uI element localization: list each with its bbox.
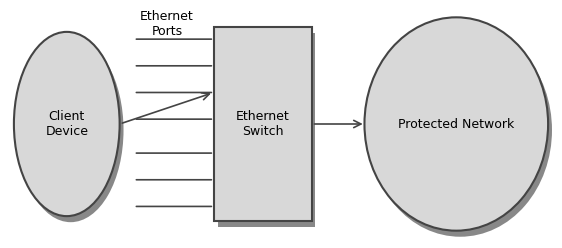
Text: Ethernet
Switch: Ethernet Switch <box>236 110 290 138</box>
Ellipse shape <box>14 32 120 216</box>
Bar <box>214 27 311 221</box>
Ellipse shape <box>365 17 548 231</box>
Ellipse shape <box>368 23 552 237</box>
Ellipse shape <box>18 38 124 222</box>
Text: Protected Network: Protected Network <box>398 118 514 130</box>
Text: Ethernet
Ports: Ethernet Ports <box>140 10 194 38</box>
Text: Client
Device: Client Device <box>46 110 88 138</box>
Bar <box>218 33 315 227</box>
